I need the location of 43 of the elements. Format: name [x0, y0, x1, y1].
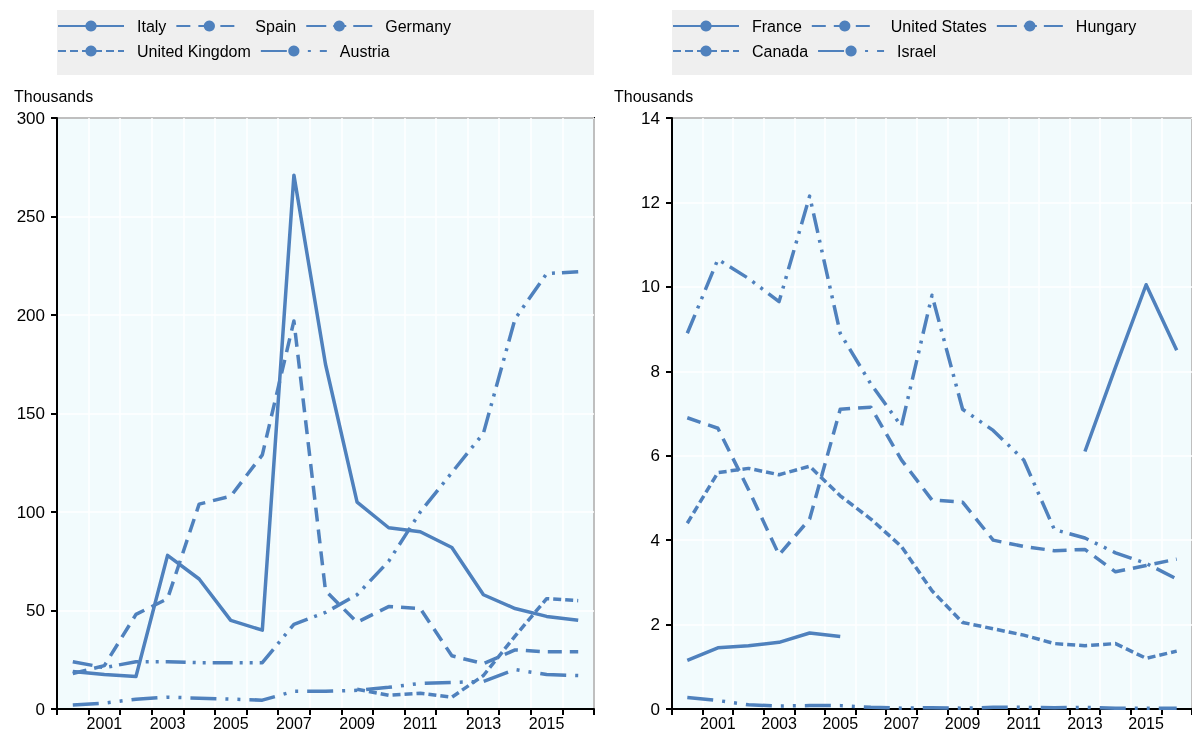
legend-label: Hungary — [1075, 17, 1137, 35]
legend-label: United States — [890, 17, 987, 35]
x-tick-label: 2013 — [1067, 714, 1103, 732]
y-tick-label: 50 — [26, 601, 45, 620]
legend-label: Austria — [339, 42, 390, 60]
legend-label: France — [752, 17, 802, 35]
x-tick-label: 2015 — [1128, 714, 1165, 732]
y-tick-label: 14 — [641, 108, 660, 128]
y-tick-label: 150 — [16, 404, 45, 423]
y-tick-label: 6 — [650, 446, 660, 466]
x-tick-label: 2005 — [822, 714, 859, 732]
x-tick-label: 2009 — [944, 714, 981, 732]
y-tick-label: 300 — [16, 108, 45, 128]
x-tick-label: 2011 — [1006, 714, 1042, 732]
legend-label: Israel — [897, 42, 937, 60]
y-tick-label: 8 — [650, 361, 660, 381]
legend-label: United Kingdom — [137, 42, 251, 60]
y-tick-label: 10 — [641, 277, 660, 297]
y-tick-label: 250 — [16, 207, 45, 226]
y-tick-label: 0 — [650, 699, 660, 719]
x-tick-label: 2003 — [761, 714, 797, 732]
y-tick-label: 200 — [16, 305, 45, 325]
x-tick-label: 2013 — [465, 714, 502, 732]
y-tick-label: 0 — [35, 699, 45, 719]
x-tick-label: 2005 — [212, 714, 249, 732]
x-tick-label: 2015 — [528, 714, 565, 732]
y-axis-title: Thousands — [614, 87, 694, 105]
x-tick-label: 2007 — [276, 714, 312, 732]
x-tick-label: 2001 — [86, 714, 123, 732]
legend-label: Italy — [137, 17, 167, 35]
x-tick-label: 2001 — [700, 714, 736, 732]
y-tick-label: 100 — [16, 502, 45, 522]
legend-label: Spain — [255, 17, 297, 35]
x-tick-label: 2003 — [149, 714, 186, 732]
legend-label: Canada — [752, 42, 809, 60]
x-tick-label: 2011 — [403, 714, 438, 732]
legend-label: Germany — [385, 17, 452, 35]
x-tick-label: 2007 — [883, 714, 920, 732]
y-tick-label: 4 — [650, 530, 660, 550]
y-tick-label: 2 — [650, 615, 660, 635]
y-tick-label: 12 — [641, 192, 660, 212]
x-tick-label: 2009 — [339, 714, 375, 732]
y-axis-title: Thousands — [14, 87, 94, 105]
